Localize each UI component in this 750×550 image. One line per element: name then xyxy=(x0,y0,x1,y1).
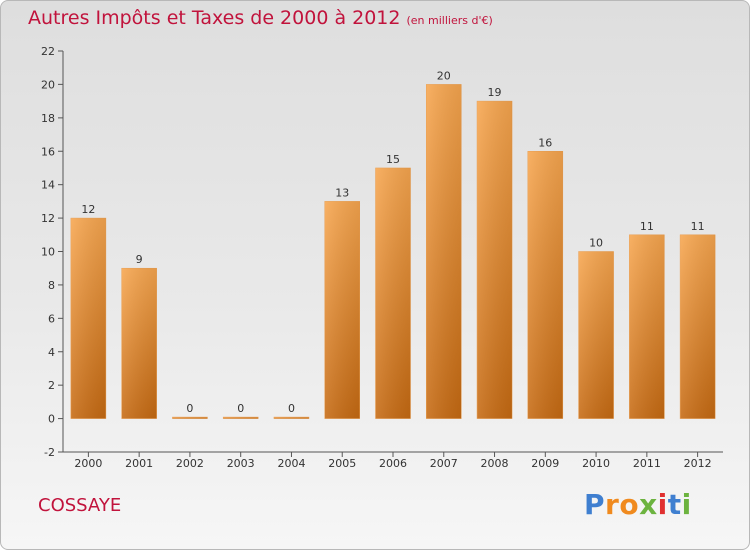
data-label: 13 xyxy=(335,186,349,199)
chart-title-text: Autres Impôts et Taxes de 2000 à 2012 xyxy=(28,7,401,29)
x-tick-label: 2000 xyxy=(74,457,102,470)
data-label: 0 xyxy=(186,402,193,415)
y-tick-label: 0 xyxy=(48,413,55,426)
data-label: 19 xyxy=(488,86,502,99)
y-tick-label: 10 xyxy=(41,246,55,259)
data-label: 9 xyxy=(136,253,143,266)
chart-title: Autres Impôts et Taxes de 2000 à 2012 (en… xyxy=(28,7,493,29)
data-label: 10 xyxy=(589,237,603,250)
bar-shade xyxy=(477,101,513,419)
commune-name: COSSAYE xyxy=(38,495,122,516)
x-tick-label: 2004 xyxy=(277,457,305,470)
chart-data-labels: 12 9 0 0 0 13 15 20 19 16 10 11 11 xyxy=(81,69,704,415)
x-tick-label: 2005 xyxy=(328,457,356,470)
bar-shade xyxy=(629,234,665,419)
logo-letter: o xyxy=(619,488,640,521)
data-label: 11 xyxy=(691,220,705,233)
data-label: 0 xyxy=(237,402,244,415)
bar-shade xyxy=(324,201,360,419)
y-tick-label: 6 xyxy=(48,312,55,325)
x-tick-label: 2006 xyxy=(379,457,407,470)
x-tick-label: 2009 xyxy=(531,457,559,470)
y-tick-label: 8 xyxy=(48,279,55,292)
bar-shade xyxy=(223,417,259,419)
y-tick-label: 14 xyxy=(41,179,55,192)
y-tick-label: 16 xyxy=(41,145,55,158)
bar-shade xyxy=(578,251,614,419)
logo-letter: i xyxy=(657,488,668,521)
x-tick-label: 2010 xyxy=(582,457,610,470)
bar-shade xyxy=(172,417,208,419)
bar-shade xyxy=(121,268,157,419)
data-label: 11 xyxy=(640,220,654,233)
x-tick-label: 2012 xyxy=(684,457,712,470)
x-tick-label: 2001 xyxy=(125,457,153,470)
data-label: 0 xyxy=(288,402,295,415)
y-tick-label: 2 xyxy=(48,379,55,392)
data-label: 12 xyxy=(81,203,95,216)
bar-shade xyxy=(680,234,716,419)
x-tick-label: 2008 xyxy=(481,457,509,470)
x-tick-label: 2002 xyxy=(176,457,204,470)
y-tick-label: 20 xyxy=(41,78,55,91)
data-label: 15 xyxy=(386,153,400,166)
logo-letter: P xyxy=(584,488,606,521)
x-tick-label: 2007 xyxy=(430,457,458,470)
logo-letter: r xyxy=(605,488,620,521)
proxiti-logo: Proxiti xyxy=(584,488,692,521)
bar-shade xyxy=(273,417,309,419)
bar-shade xyxy=(426,84,462,419)
y-tick-label: 12 xyxy=(41,212,55,225)
bar-shade xyxy=(527,151,563,419)
data-label: 20 xyxy=(437,69,451,82)
y-tick-label: 4 xyxy=(48,346,55,359)
y-tick-label: 22 xyxy=(41,45,55,58)
y-tick-label: 18 xyxy=(41,112,55,125)
logo-letter: t xyxy=(667,488,682,521)
logo-letter: x xyxy=(639,488,658,521)
chart-bars xyxy=(70,84,716,419)
bar-shade xyxy=(70,218,106,419)
x-tick-label: 2003 xyxy=(227,457,255,470)
bar-shade xyxy=(375,167,411,419)
x-tick-label: 2011 xyxy=(633,457,661,470)
data-label: 16 xyxy=(538,136,552,149)
chart-subtitle: (en milliers d'€) xyxy=(406,14,493,27)
y-tick-label: -2 xyxy=(44,446,55,459)
logo-letter: i xyxy=(681,488,692,521)
